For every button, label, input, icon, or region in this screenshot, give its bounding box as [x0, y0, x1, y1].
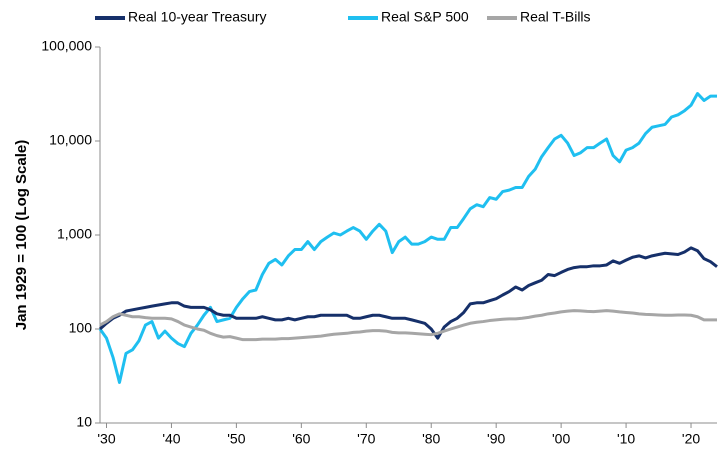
y-tick-label: 1,000 — [57, 226, 92, 242]
series-line — [99, 309, 717, 342]
legend-label: Real S&P 500 — [381, 9, 469, 25]
y-axis-label: Jan 1929 = 100 (Log Scale) — [13, 140, 30, 331]
y-tick-label: 100 — [69, 320, 93, 336]
series-line — [98, 92, 717, 384]
legend-label: Real T-Bills — [520, 9, 591, 25]
x-tick-label: '60 — [292, 431, 310, 447]
x-tick-label: '00 — [552, 431, 570, 447]
x-tick-label: '20 — [682, 431, 700, 447]
x-tick-label: '50 — [227, 431, 245, 447]
y-tick-label: 100,000 — [41, 38, 92, 54]
y-tick-label: 10,000 — [49, 132, 92, 148]
x-tick-label: '80 — [422, 431, 440, 447]
x-tick-label: '30 — [97, 431, 115, 447]
x-tick-label: '70 — [357, 431, 375, 447]
x-tick-label: '40 — [162, 431, 180, 447]
x-tick-label: '10 — [617, 431, 635, 447]
legend-label: Real 10-year Treasury — [128, 9, 267, 25]
x-tick-label: '90 — [487, 431, 505, 447]
y-tick-label: 10 — [76, 414, 92, 430]
series-line — [99, 246, 718, 340]
